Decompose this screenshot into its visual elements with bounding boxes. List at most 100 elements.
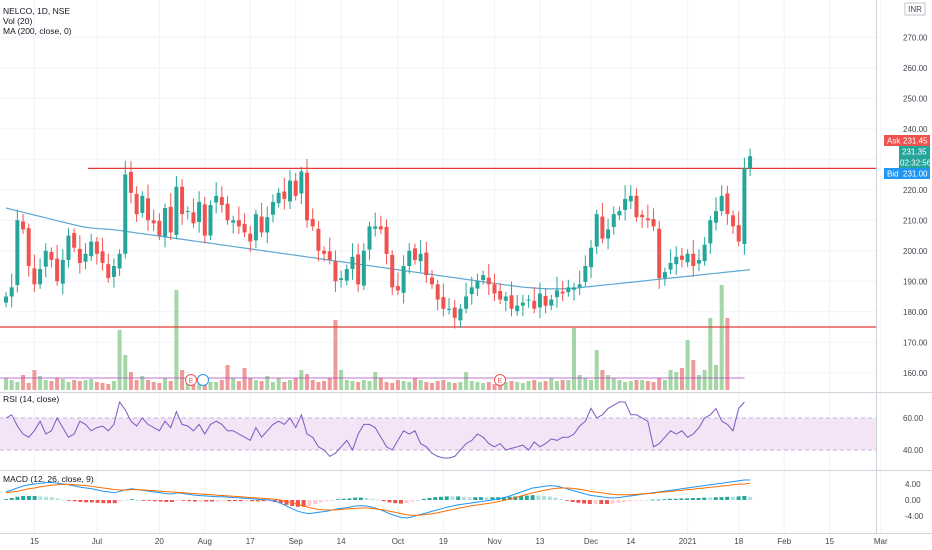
candle-body <box>49 251 54 260</box>
candle-body <box>66 235 71 260</box>
macd-histogram-bar <box>9 498 14 500</box>
volume-bar <box>623 382 628 390</box>
macd-histogram-bar <box>450 496 455 500</box>
volume-bar <box>691 360 696 390</box>
volume-bar <box>526 381 531 390</box>
candle-body <box>123 174 128 254</box>
macd-histogram-bar <box>582 500 587 504</box>
macd-histogram-bar <box>473 497 478 500</box>
macd-legend: MACD (12, 26, close, 9) <box>3 474 94 484</box>
earnings-marker[interactable] <box>197 374 209 386</box>
candle-body <box>441 297 446 309</box>
volume-bar <box>600 370 605 390</box>
price-tick-label: 180.00 <box>903 308 928 317</box>
candle-body <box>645 218 650 221</box>
macd-histogram-bar <box>341 498 346 500</box>
volume-bar <box>163 378 168 390</box>
macd-tick-label: -4.00 <box>905 512 924 521</box>
currency-label: INR <box>908 5 922 14</box>
macd-histogram-bar <box>250 500 255 502</box>
macd-histogram-bar <box>576 500 581 503</box>
macd-histogram-bar <box>736 496 741 500</box>
volume-bar <box>231 378 236 390</box>
candle-body <box>9 287 14 297</box>
candle-body <box>151 220 156 224</box>
macd-histogram-bar <box>66 500 71 501</box>
candle-body <box>202 204 207 236</box>
volume-bar <box>520 383 525 390</box>
candle-body <box>628 195 633 202</box>
macd-histogram-bar <box>4 499 8 500</box>
volume-bar <box>299 370 304 390</box>
macd-histogram-bar <box>633 500 638 501</box>
candle-body <box>231 220 236 223</box>
volume-bar <box>15 382 20 390</box>
volume-bar <box>464 372 469 390</box>
candle-body <box>714 211 718 223</box>
volume-bar <box>373 372 378 390</box>
volume-bar <box>128 372 133 390</box>
macd-tick-label: 4.00 <box>905 480 921 489</box>
volume-bar <box>146 380 150 390</box>
candle-body <box>435 284 440 300</box>
time-tick-label: Dec <box>584 537 598 546</box>
earnings-marker[interactable]: E <box>494 374 506 386</box>
candle-body <box>180 186 185 215</box>
volume-bar <box>134 380 139 390</box>
macd-histogram-bar <box>210 500 215 502</box>
volume-bar <box>725 318 730 390</box>
candle-body <box>38 269 43 285</box>
candle-body <box>617 211 622 216</box>
macd-histogram-bar <box>570 500 575 502</box>
candle-body <box>475 281 480 289</box>
bid-tag: Bid 231.00 <box>884 168 930 179</box>
candle-body <box>299 171 304 194</box>
price-tick-label: 190.00 <box>903 277 928 286</box>
candle-body <box>146 198 150 221</box>
candle-body <box>242 223 247 233</box>
macd-histogram-bar <box>313 500 318 504</box>
candle-body <box>32 268 37 285</box>
volume-bar <box>276 378 281 390</box>
bid-label: Bid <box>887 170 899 179</box>
volume-bar <box>674 372 679 390</box>
macd-histogram-bar <box>335 499 340 500</box>
candle-body <box>333 261 338 282</box>
candle-body <box>43 250 48 267</box>
volume-bar <box>367 381 372 390</box>
candle-body <box>350 256 355 270</box>
macd-histogram-bar <box>662 499 667 500</box>
candle-body <box>72 233 77 248</box>
ask-label: Ask <box>887 137 901 146</box>
macd-histogram-bar <box>376 499 381 501</box>
candle-body <box>464 296 469 309</box>
macd-histogram-bar <box>604 500 609 504</box>
price-tick-label: 210.00 <box>903 216 928 225</box>
time-tick-label: Oct <box>392 537 405 546</box>
candle-body <box>424 252 429 276</box>
candle-body <box>4 296 8 303</box>
macd-histogram-bar <box>307 500 312 506</box>
macd-histogram-bar <box>204 500 209 502</box>
earnings-marker-label: E <box>189 378 194 385</box>
macd-histogram-bar <box>141 500 146 501</box>
macd-histogram-bar <box>587 500 592 504</box>
macd-histogram-bar <box>324 500 329 502</box>
volume-bar <box>583 378 588 390</box>
volume-bar <box>617 380 622 390</box>
volume-bar <box>83 380 88 390</box>
candle-body <box>481 275 486 281</box>
volume-bar <box>259 381 264 390</box>
volume-bar <box>611 378 616 390</box>
candle-body <box>128 172 133 193</box>
volume-bar <box>566 380 571 390</box>
volume-bar <box>310 380 315 390</box>
macd-histogram-bar <box>26 496 31 500</box>
volume-bar <box>719 285 724 390</box>
ask-tag: Ask 231.45 <box>884 135 930 146</box>
earnings-marker[interactable]: E <box>185 374 197 386</box>
volume-bar <box>208 382 213 390</box>
volume-legend: Vol (20) <box>3 16 32 26</box>
